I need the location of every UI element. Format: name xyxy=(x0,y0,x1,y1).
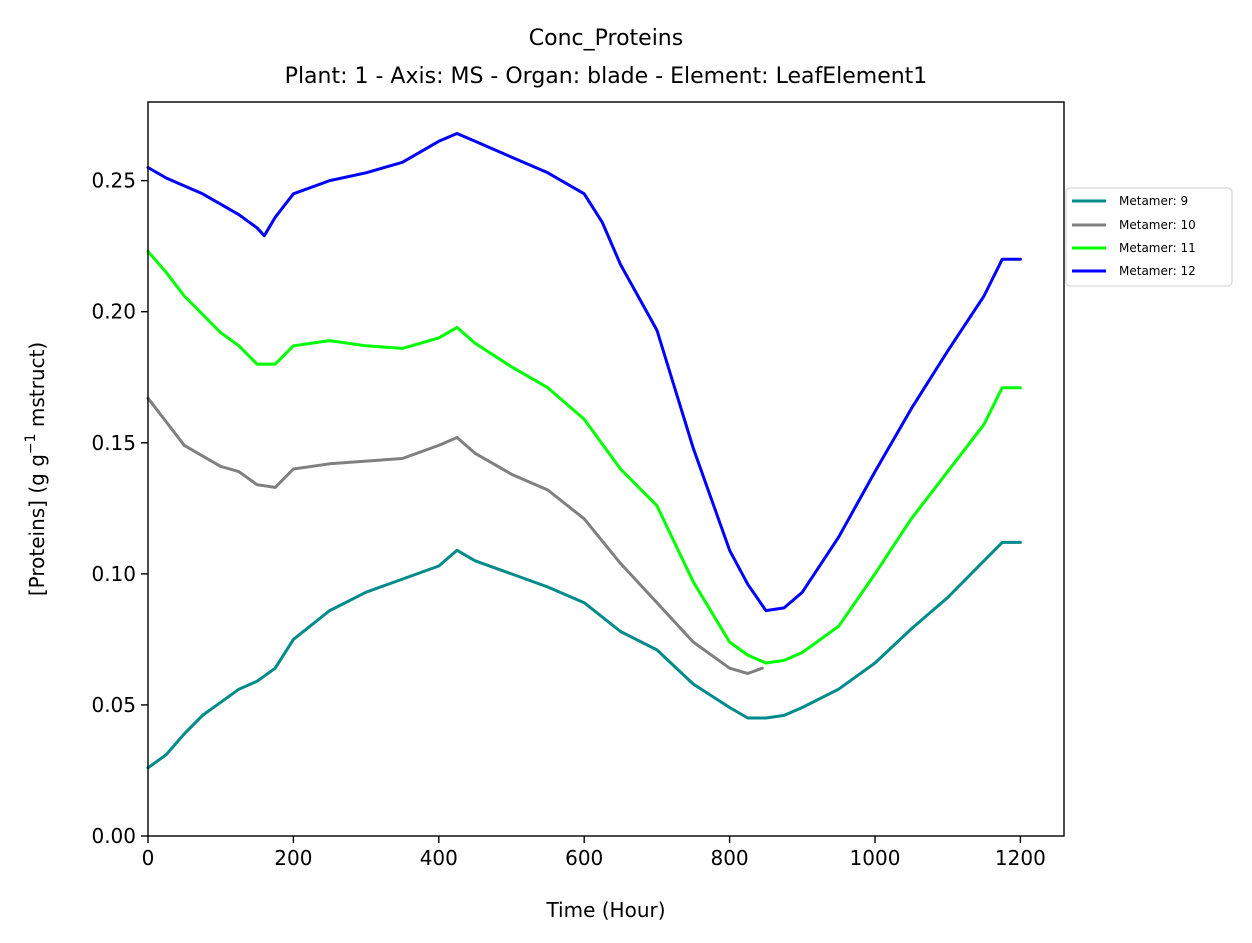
y-tick-label: 0.00 xyxy=(91,824,136,848)
y-tick-label: 0.05 xyxy=(91,693,136,717)
series-line-2 xyxy=(146,249,1022,665)
x-tick-label: 600 xyxy=(565,846,603,870)
legend-label-metamer-10: Metamer: 10 xyxy=(1119,218,1196,232)
x-tick-label: 0 xyxy=(142,846,155,870)
x-axis-ticks: 0 200 400 600 800 1000 1200 xyxy=(142,836,1046,870)
y-tick-label: 0.20 xyxy=(91,300,136,324)
x-axis-label: Time (Hour) xyxy=(545,898,665,922)
x-tick-label: 400 xyxy=(420,846,458,870)
y-tick-label: 0.15 xyxy=(91,431,136,455)
legend-label-metamer-11: Metamer: 11 xyxy=(1119,241,1196,255)
plot-lines xyxy=(146,132,1022,770)
series-line-0 xyxy=(146,540,1022,770)
chart-subtitle: Plant: 1 - Axis: MS - Organ: blade - Ele… xyxy=(285,64,928,89)
series-line-3 xyxy=(146,132,1022,613)
chart-title: Conc_Proteins xyxy=(529,26,683,51)
y-axis-ticks: 0.00 0.05 0.10 0.15 0.20 0.25 xyxy=(91,169,148,848)
series-line-1 xyxy=(146,396,764,675)
x-tick-label: 1200 xyxy=(995,846,1046,870)
legend-box xyxy=(1065,187,1233,287)
y-tick-label: 0.25 xyxy=(91,169,136,193)
x-tick-label: 800 xyxy=(710,846,748,870)
legend-label-metamer-12: Metamer: 12 xyxy=(1119,264,1196,278)
y-tick-label: 0.10 xyxy=(91,562,136,586)
legend: Metamer: 9 Metamer: 10 Metamer: 11 Metam… xyxy=(1065,187,1233,287)
plot-frame xyxy=(147,101,1065,837)
x-tick-label: 1000 xyxy=(850,846,901,870)
x-tick-label: 200 xyxy=(274,846,312,870)
y-axis-label: [Proteins] (g g−1 mstruct) xyxy=(23,342,49,596)
legend-label-metamer-9: Metamer: 9 xyxy=(1119,194,1188,208)
